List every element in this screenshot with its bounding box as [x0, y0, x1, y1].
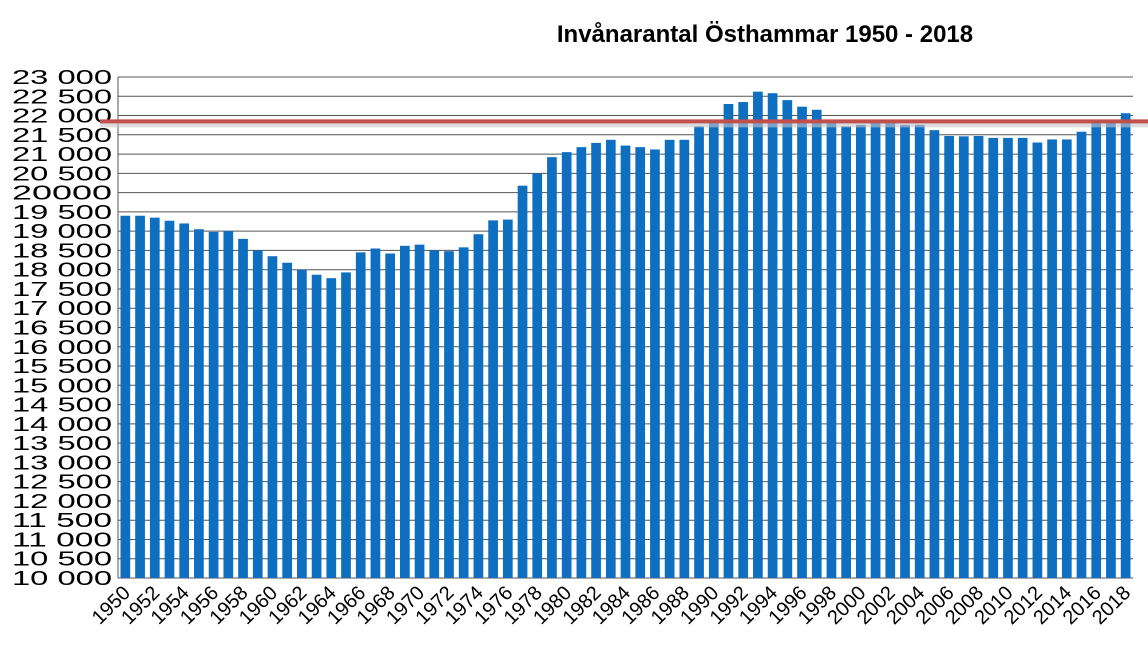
- y-tick-label: 10 500: [12, 549, 112, 571]
- bar: [473, 234, 484, 578]
- bar: [120, 215, 131, 578]
- bar: [900, 124, 910, 578]
- bar: [958, 136, 969, 578]
- bar: [723, 103, 734, 578]
- bar: [311, 274, 322, 578]
- bar: [1091, 121, 1102, 579]
- bar: [385, 253, 395, 578]
- bar: [679, 139, 690, 578]
- bar: [355, 252, 366, 578]
- bar: [929, 130, 940, 578]
- y-tick-label: 21 000: [12, 144, 112, 166]
- bar: [694, 126, 704, 579]
- bar: [164, 220, 175, 578]
- y-tick-label: 16 500: [12, 318, 112, 340]
- y-tick-label: 11 000: [12, 529, 112, 551]
- bar: [502, 219, 513, 579]
- y-tick-label: 19 500: [12, 202, 112, 224]
- y-tick-label: 15 500: [12, 356, 112, 378]
- bar: [1047, 139, 1057, 578]
- bar: [1032, 142, 1043, 578]
- y-tick-label: 14 500: [12, 395, 112, 417]
- bar: [620, 145, 631, 579]
- bar: [252, 250, 263, 578]
- chart-title: Invånarantal Östhammar 1950 - 2018: [557, 21, 973, 48]
- y-tick-label: 17 500: [12, 279, 112, 301]
- bar: [797, 106, 807, 578]
- y-tick-label: 23 000: [12, 67, 112, 89]
- bar: [179, 223, 190, 578]
- bar: [914, 124, 925, 578]
- bar: [605, 139, 616, 578]
- y-tick-label: 15 000: [12, 375, 112, 397]
- bar: [811, 109, 822, 578]
- bar: [267, 256, 278, 578]
- bar: [1061, 139, 1072, 578]
- bar: [223, 231, 234, 578]
- y-tick-label: 17 000: [12, 298, 112, 320]
- bar: [414, 244, 425, 578]
- y-tick-label: 22 000: [12, 106, 112, 128]
- bar: [841, 126, 852, 579]
- bar: [856, 124, 866, 578]
- bar: [885, 121, 896, 579]
- bar: [650, 149, 660, 578]
- bar: [591, 142, 601, 579]
- y-tick-label: 21 500: [12, 125, 112, 147]
- bar: [444, 251, 454, 578]
- y-tick-label: 22 500: [12, 86, 112, 108]
- bar: [194, 229, 204, 578]
- y-tick-label: 20000: [12, 183, 112, 205]
- bar: [576, 147, 587, 578]
- y-tick-label: 20 500: [12, 163, 112, 185]
- y-tick-label: 18 500: [12, 240, 112, 262]
- bar: [870, 121, 881, 579]
- bar: [561, 152, 572, 578]
- bar: [297, 269, 307, 578]
- bar: [1017, 137, 1028, 579]
- bar: [208, 231, 219, 578]
- bar: [135, 215, 145, 578]
- y-tick-label: 10 000: [12, 568, 112, 590]
- bar: [973, 135, 984, 578]
- bar: [1120, 113, 1131, 579]
- bar: [1106, 121, 1116, 579]
- bar: [429, 250, 440, 578]
- bar: [944, 135, 954, 578]
- bar: [532, 173, 543, 578]
- bar: [988, 137, 999, 579]
- bar: [238, 238, 248, 578]
- bar: [782, 100, 793, 578]
- bar: [517, 185, 528, 578]
- bar: [767, 93, 778, 578]
- bar: [1003, 137, 1013, 579]
- bar: [341, 272, 351, 578]
- y-tick-label: 18 000: [12, 260, 112, 282]
- bar: [282, 262, 293, 578]
- bar: [326, 278, 337, 578]
- bar: [488, 220, 498, 578]
- bar: [708, 120, 719, 578]
- y-tick-label: 13 500: [12, 433, 112, 455]
- y-tick-label: 13 000: [12, 452, 112, 474]
- y-tick-label: 12 500: [12, 472, 112, 494]
- bar: [370, 248, 381, 578]
- y-tick-label: 19 000: [12, 221, 112, 243]
- bar: [753, 91, 763, 578]
- bar: [738, 102, 749, 579]
- bar: [1076, 131, 1087, 578]
- y-tick-label: 14 000: [12, 414, 112, 436]
- bar: [635, 147, 646, 578]
- bar: [399, 245, 410, 578]
- bar: [149, 217, 160, 578]
- y-tick-label: 11 500: [12, 510, 112, 532]
- y-tick-label: 16 000: [12, 337, 112, 359]
- y-tick-label: 12 000: [12, 491, 112, 513]
- bar: [547, 157, 557, 578]
- bar: [664, 139, 675, 578]
- bar: [458, 247, 469, 578]
- bar: [826, 121, 837, 579]
